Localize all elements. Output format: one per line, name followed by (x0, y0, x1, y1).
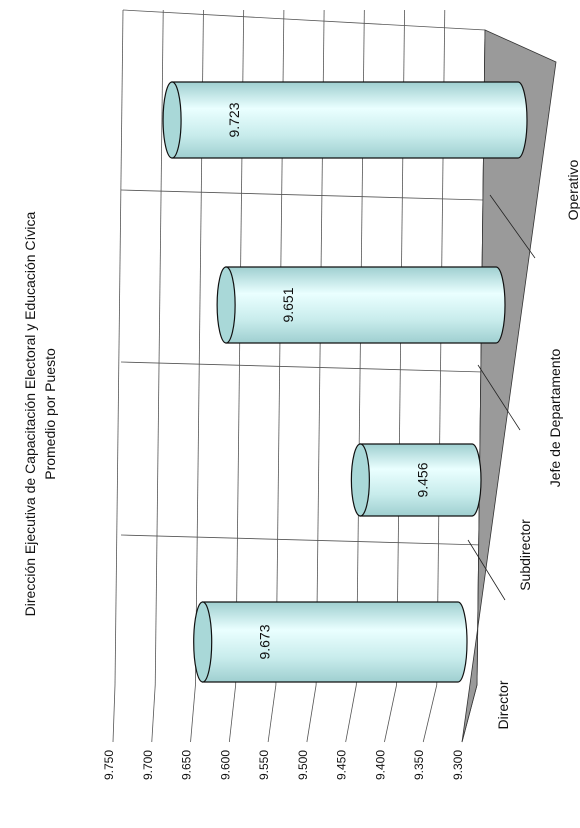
gridline-side (228, 684, 237, 743)
y-tick-label: 9.400 (373, 750, 387, 780)
category-label: Director (495, 680, 511, 729)
category-divider (120, 534, 484, 546)
category-divider (120, 361, 484, 373)
floor-divider (467, 539, 506, 601)
gridline-side (190, 684, 196, 743)
y-tick-label: 9.350 (412, 750, 426, 780)
data-label: 9.673 (257, 624, 273, 659)
cylinder-body (202, 601, 468, 683)
category-label: Subdirector (517, 519, 533, 591)
cylinder-body (359, 443, 482, 517)
cylinder-cap (350, 443, 370, 517)
cylinder-cap (162, 81, 182, 159)
y-tick-label: 9.300 (451, 750, 465, 780)
cylinder-cap (193, 601, 213, 683)
category-label: Operativo (565, 159, 580, 220)
y-tick-label: 9.450 (335, 750, 349, 780)
category-divider (120, 189, 484, 201)
gridline-back (154, 9, 164, 686)
y-tick-label: 9.750 (102, 750, 116, 780)
gridline-side (422, 684, 438, 743)
y-tick-label: 9.550 (257, 750, 271, 780)
y-tick-label: 9.500 (296, 750, 310, 780)
cylinder-cap (216, 266, 236, 344)
floor-divider (489, 194, 536, 259)
cylinder-body (171, 81, 528, 159)
data-label: 9.651 (280, 287, 296, 322)
gridline-side (267, 684, 277, 743)
floor-divider (477, 364, 521, 431)
gridline-side (112, 684, 116, 743)
gridline-side (306, 684, 317, 743)
data-label: 9.456 (414, 462, 430, 497)
y-tick-label: 9.600 (218, 750, 232, 780)
category-label: Jefe de Departamento (547, 349, 563, 488)
y-tick-label: 9.650 (180, 750, 194, 780)
gridline-side (151, 684, 156, 743)
data-label: 9.723 (226, 102, 242, 137)
gridline-side (345, 684, 357, 743)
cylinder-body (225, 266, 506, 344)
gridline-back (114, 9, 124, 686)
y-tick-label: 9.700 (141, 750, 155, 780)
gridline-side (384, 684, 397, 743)
